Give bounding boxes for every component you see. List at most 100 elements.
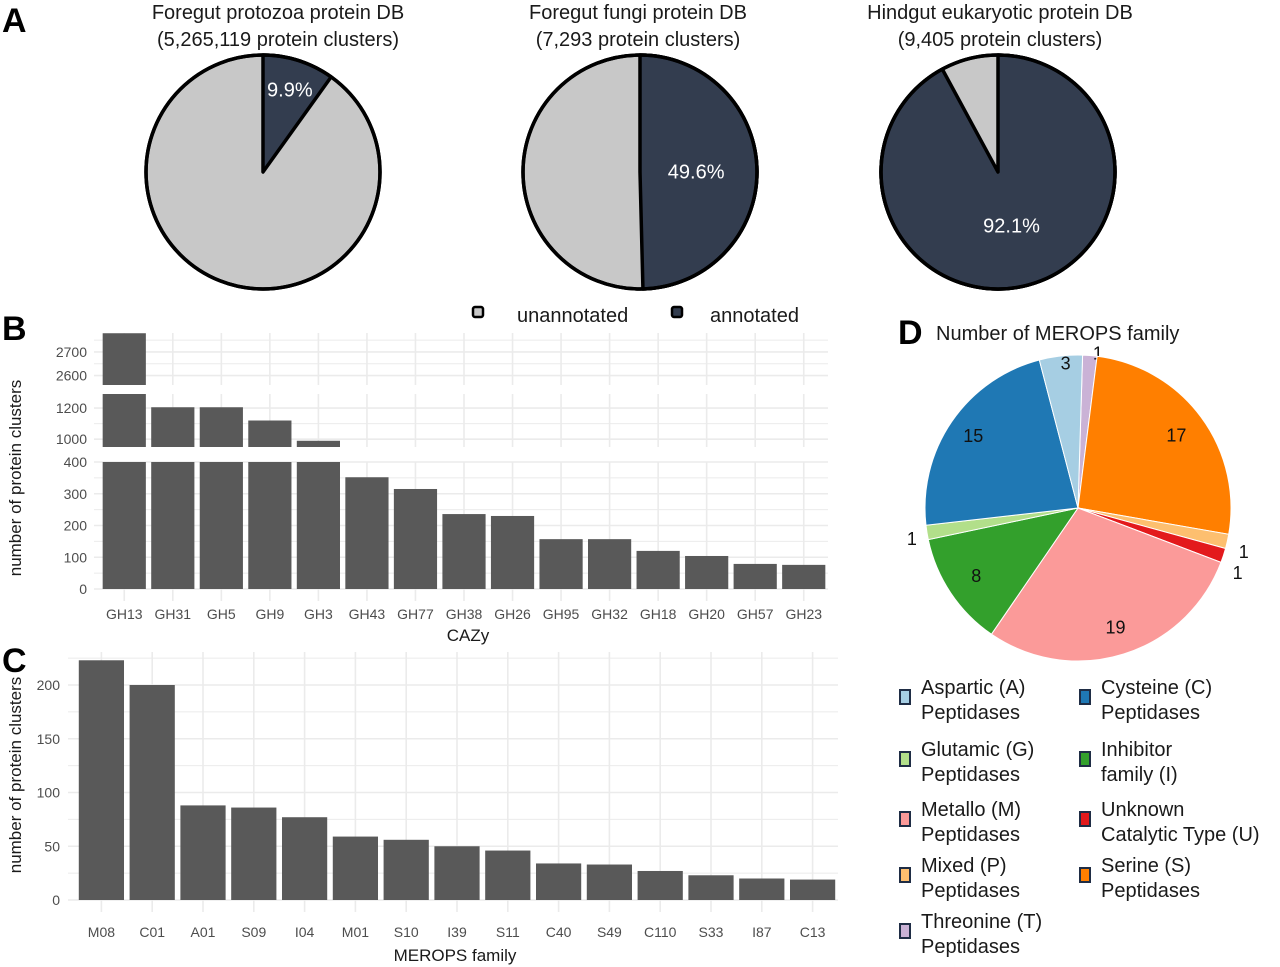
x-tick-label: GH38	[446, 606, 483, 622]
legend-label-line2: Peptidases	[921, 824, 1020, 846]
x-tick-label: GH57	[737, 606, 774, 622]
x-tick-label: GH32	[591, 606, 628, 622]
pie-percent-label: 92.1%	[983, 215, 1040, 237]
pie-title: Foregut fungi protein DB	[529, 2, 747, 24]
pie-slice-label: 19	[1105, 618, 1125, 638]
y-tick-label: 100	[37, 785, 61, 801]
bar-i04	[281, 817, 328, 900]
y-tick-label: 200	[64, 518, 88, 534]
panel-letter-d: D	[898, 314, 923, 352]
x-tick-label: GH23	[785, 606, 822, 622]
legend-label-line1: Unknown	[1101, 799, 1184, 821]
legend-swatch	[899, 867, 911, 883]
legend-label-line1: Inhibitor	[1101, 739, 1172, 761]
pie-subtitle: (9,405 protein clusters)	[898, 29, 1103, 51]
pie-subtitle: (5,265,119 protein clusters)	[157, 29, 399, 51]
pie-slice-metallo-m-peptidases	[990, 507, 1222, 662]
bar-s49	[586, 864, 633, 900]
panel-letter-b: B	[2, 310, 27, 348]
x-axis-title: MEROPS family	[394, 946, 517, 965]
legend-item-glutamic-g: Glutamic (G) Peptidases	[899, 739, 1034, 786]
x-tick-label: GH18	[640, 606, 677, 622]
bar-gh13	[102, 462, 146, 589]
bar-gh77	[393, 488, 438, 589]
pie-title: Foregut protozoa protein DB	[152, 2, 404, 24]
bar-gh13	[102, 333, 146, 385]
legend-item-serine-s: Serine (S) Peptidases	[1079, 855, 1200, 902]
legend-label-line1: Serine (S)	[1101, 855, 1191, 877]
bar-i87	[739, 878, 785, 900]
pie-title: Hindgut eukaryotic protein DB	[867, 2, 1133, 24]
bar-c13	[789, 879, 836, 900]
bar-gh5	[199, 407, 243, 447]
legend-label-unannotated: unannotated	[517, 305, 628, 327]
x-axis-title: CAZy	[447, 626, 490, 645]
panel-letter-c: C	[2, 642, 27, 680]
bar-a01	[180, 805, 226, 900]
legend-label-annotated: annotated	[710, 305, 799, 327]
y-tick-label: 300	[64, 486, 88, 502]
cazy-bar-chart: 0 100 200 300 400 1000 1200 2600 2700 GH13 GH31 GH5…	[6, 333, 828, 645]
bar-gh13	[102, 394, 146, 447]
legend-swatch-annotated	[670, 305, 684, 319]
legend-label-line1: Aspartic (A)	[921, 677, 1025, 699]
bar-gh18	[636, 550, 680, 589]
bar-m01	[332, 836, 379, 900]
x-tick-label: S49	[597, 924, 622, 940]
x-tick-label: C01	[139, 924, 165, 940]
pie-hindgut: Hindgut eukaryotic protein DB (9,405 prot…	[867, 2, 1133, 291]
x-tick-label: C110	[644, 924, 677, 940]
x-tick-label: C13	[800, 924, 826, 940]
legend-item-unknown: Unknown Catalytic Type (U)	[1079, 799, 1260, 846]
bar-gh5	[199, 462, 243, 589]
x-tick-label: M08	[88, 924, 115, 940]
x-tick-label: GH5	[207, 606, 236, 622]
legend-label-line2: family (I)	[1101, 764, 1178, 786]
x-tick-label: GH9	[255, 606, 284, 622]
x-tick-label: GH26	[494, 606, 531, 622]
y-tick-label: 100	[64, 549, 88, 565]
legend-label-line1: Glutamic (G)	[921, 739, 1034, 761]
y-tick-label: 150	[37, 731, 61, 747]
pie-slice-label: 1	[1239, 542, 1249, 562]
x-tick-label: GH31	[155, 606, 192, 622]
legend-swatch	[899, 751, 911, 767]
bar-c40	[535, 863, 582, 900]
legend-item-aspartic-a: Aspartic (A) Peptidases	[899, 677, 1025, 724]
bar-s11	[485, 850, 531, 900]
x-tick-label: GH77	[397, 606, 434, 622]
pie-protozoa: Foregut protozoa protein DB (5,265,119 pr…	[144, 2, 404, 291]
pie-slice-label: 15	[963, 426, 983, 446]
bar-gh9	[248, 420, 292, 447]
legend-swatch	[1079, 689, 1091, 705]
legend-label-line1: Mixed (P)	[921, 855, 1007, 877]
y-tick-label: 0	[79, 581, 87, 597]
legend-label-line2: Peptidases	[921, 702, 1020, 724]
pie-fungi: Foregut fungi protein DB (7,293 protein c…	[521, 2, 759, 291]
panel-a-pies: Foregut protozoa protein DB (5,265,119 pr…	[144, 2, 1133, 291]
x-tick-label: S11	[496, 924, 520, 940]
pie-slice-label: 8	[971, 566, 981, 586]
legend-swatch	[899, 811, 911, 827]
panel-letter-a: A	[2, 2, 27, 40]
legend-item-metallo-m: Metallo (M) Peptidases	[899, 799, 1021, 846]
legend-swatch	[899, 923, 911, 939]
bar-gh23	[782, 564, 826, 589]
legend-label-line1: Threonine (T)	[921, 911, 1042, 933]
bar-s10	[383, 839, 429, 900]
bar-gh57	[733, 563, 777, 589]
legend-item-cysteine-c: Cysteine (C) Peptidases	[1079, 677, 1212, 724]
legend-label-line2: Peptidases	[921, 764, 1020, 786]
x-tick-label: S33	[699, 924, 724, 940]
pie-slice-label: 1	[1233, 563, 1243, 583]
y-tick-label: 2600	[56, 368, 87, 384]
bar-gh43	[345, 477, 389, 589]
legend-label-line2: Peptidases	[1101, 702, 1200, 724]
legend-swatch	[1079, 867, 1091, 883]
y-axis-title: number of protein clusters	[6, 677, 25, 874]
pie-percent-label: 49.6%	[668, 161, 725, 183]
pie-slice-inhibitor-family-i	[927, 507, 1080, 635]
bar-s33	[688, 875, 734, 900]
